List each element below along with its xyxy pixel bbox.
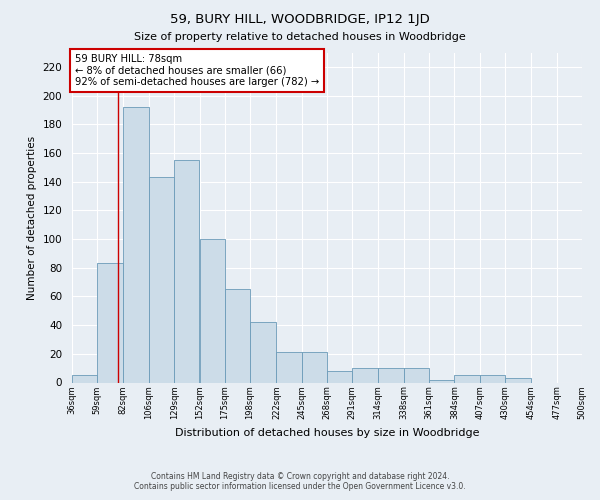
Bar: [97, 264, 122, 382]
Bar: [199, 239, 225, 382]
Text: 59, BURY HILL, WOODBRIDGE, IP12 1JD: 59, BURY HILL, WOODBRIDGE, IP12 1JD: [170, 12, 430, 26]
Bar: [225, 289, 250, 382]
Bar: [250, 322, 277, 382]
Bar: [352, 368, 377, 382]
Bar: [480, 376, 505, 382]
Bar: [505, 378, 532, 382]
Bar: [72, 376, 97, 382]
X-axis label: Distribution of detached houses by size in Woodbridge: Distribution of detached houses by size …: [175, 428, 479, 438]
Y-axis label: Number of detached properties: Number of detached properties: [27, 136, 37, 300]
Bar: [327, 371, 352, 382]
Bar: [122, 107, 149, 382]
Bar: [429, 380, 455, 382]
Text: Size of property relative to detached houses in Woodbridge: Size of property relative to detached ho…: [134, 32, 466, 42]
Text: 59 BURY HILL: 78sqm
← 8% of detached houses are smaller (66)
92% of semi-detache: 59 BURY HILL: 78sqm ← 8% of detached hou…: [74, 54, 319, 88]
Bar: [582, 380, 600, 382]
Bar: [377, 368, 404, 382]
Bar: [149, 178, 174, 382]
Bar: [277, 352, 302, 382]
Bar: [174, 160, 199, 382]
Bar: [302, 352, 327, 382]
Text: Contains HM Land Registry data © Crown copyright and database right 2024.
Contai: Contains HM Land Registry data © Crown c…: [134, 472, 466, 491]
Bar: [404, 368, 429, 382]
Bar: [455, 376, 480, 382]
